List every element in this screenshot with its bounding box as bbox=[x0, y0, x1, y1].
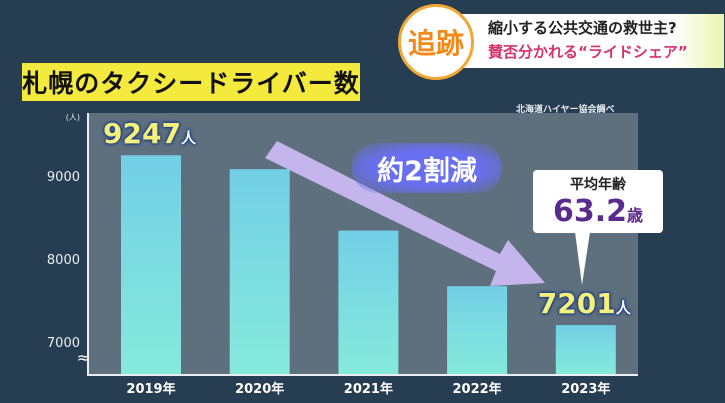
bar-2023年 bbox=[555, 325, 616, 375]
callout-unit: 歳 bbox=[627, 206, 644, 225]
x-tick-label: 2021年 bbox=[344, 381, 393, 397]
headline: 縮小する公共交通の救世主? bbox=[488, 19, 677, 37]
callout-value: 63.2 bbox=[552, 194, 627, 229]
decrease-annotation: 約2割減 bbox=[352, 143, 502, 193]
average-age-callout: 平均年齢 63.2歳 bbox=[533, 170, 663, 233]
x-tick-label: 2019年 bbox=[126, 381, 175, 397]
axis-break-icon: ≈ bbox=[77, 348, 90, 367]
headline-banner bbox=[462, 14, 724, 68]
x-tick-label: 2023年 bbox=[561, 381, 610, 397]
data-label: 7201人 bbox=[537, 287, 631, 321]
y-tick-label: 9000 bbox=[47, 170, 80, 185]
y-tick-label: 7000 bbox=[47, 336, 80, 351]
y-tick-label: 8000 bbox=[47, 253, 80, 268]
x-tick-label: 2020年 bbox=[235, 381, 284, 397]
program-logo: 追跡 bbox=[398, 4, 474, 80]
callout-label: 平均年齢 bbox=[570, 177, 626, 193]
bar-2022年 bbox=[447, 286, 508, 375]
callout-pointer bbox=[575, 232, 590, 285]
source-note: 北海道ハイヤー協会調べ bbox=[516, 105, 615, 115]
bar-2019年 bbox=[121, 155, 181, 375]
bar-2021年 bbox=[338, 230, 399, 375]
subheadline: 賛否分かれる“ライドシェア” bbox=[488, 43, 688, 61]
chart-title: 札幌のタクシードライバー数 bbox=[22, 63, 360, 101]
bar-2020年 bbox=[229, 169, 290, 375]
decrease-arrow bbox=[265, 141, 545, 286]
x-tick-label: 2022年 bbox=[453, 381, 502, 397]
y-axis-unit: (人) bbox=[66, 113, 80, 122]
data-label: 9247人 bbox=[103, 117, 196, 151]
